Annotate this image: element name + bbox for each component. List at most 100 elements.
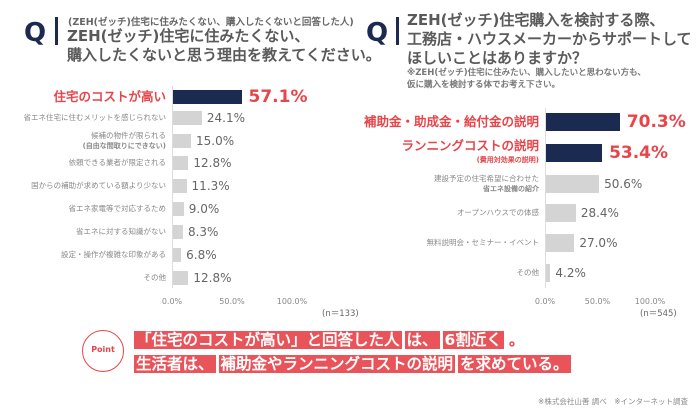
category-subtext: 省エネ設備の紹介: [483, 185, 539, 193]
value-label: 12.8%: [193, 271, 232, 285]
value-label: 4.2%: [555, 266, 586, 280]
category-label: その他: [144, 273, 167, 283]
category-label: 国からの補助が求めている額より少ない: [31, 181, 166, 191]
tick-label: 0.0%: [161, 297, 183, 306]
category-text: 補助金・助成金・給付金の説明: [363, 114, 539, 129]
value-label: 57.1%: [248, 87, 308, 107]
q-mark-left: Q: [24, 18, 47, 48]
category-label: 住宅のコストが高い: [53, 90, 166, 104]
category-text: 依頼できる業者が限定される: [68, 158, 166, 167]
bar: [173, 248, 182, 262]
bar: [546, 113, 620, 131]
bar: [546, 144, 603, 162]
highlight-text: は、: [404, 331, 440, 349]
title-line: 工務店・ハウスメーカーからサポートして: [407, 30, 692, 48]
category-label: 依頼できる業者が限定される: [69, 158, 166, 168]
category-label: 無料説明会・セミナー・イベント: [427, 238, 540, 248]
title-line: 購入したくないと思う理由を教えてください。: [67, 46, 381, 64]
sample-size-right: (n＝545): [640, 309, 677, 319]
category-text: 無料説明会・セミナー・イベント: [426, 238, 540, 247]
note-line: 仮に購入を検討する体でお考え下さい。: [407, 80, 561, 90]
category-text: 住宅のコストが高い: [53, 89, 166, 104]
value-label: 53.4%: [609, 143, 669, 163]
value-label: 8.3%: [187, 225, 219, 239]
category-label: ランニングコストの説明 (費用対効果の説明): [401, 139, 539, 167]
category-text: 国からの補助が求めている額より少ない: [31, 181, 166, 190]
title-line: ほしいことはありますか？: [407, 49, 588, 67]
value-label: 24.1%: [206, 111, 246, 125]
title-line: ZEH(ゼッチ)住宅に住みたくない、: [67, 27, 310, 45]
category-text: オープンハウスでの体感: [456, 208, 539, 217]
tick-label: 100.0%: [634, 297, 666, 306]
category-text: 設定・操作が複雑な印象がある: [61, 250, 166, 259]
category-text: 省エネ家電等で対応するため: [68, 204, 167, 213]
bar: [546, 204, 576, 222]
note-line: ※ZEH(ゼッチ)住宅に住みたい、購入したいと思わない方も、: [407, 68, 646, 78]
tick-label: 100.0%: [276, 297, 308, 306]
bar: [173, 134, 191, 148]
point-label: Point: [91, 345, 115, 354]
value-label: 27.0%: [579, 236, 618, 250]
category-text: 省エネ住宅に住むメリットを感じられない: [23, 113, 167, 122]
category-label: 建設予定の住宅希望に合わせた省エネ設備の紹介: [434, 174, 539, 194]
right-title: ZEH(ゼッチ)住宅購入を検討する際、 工務店・ハウスメーカーからサポートして …: [407, 11, 692, 68]
category-label: 省エネ住宅に住むメリットを感じられない: [24, 113, 167, 123]
bar: [173, 271, 189, 285]
point-badge: Point: [82, 330, 124, 372]
bar: [173, 90, 242, 104]
category-label: 候補の物件が限られる (自由な間取りにできない): [83, 131, 166, 151]
bar: [546, 234, 575, 252]
left-title: ZEH(ゼッチ)住宅に住みたくない、 購入したくないと思う理由を教えてください。: [67, 27, 381, 65]
value-label: 15.0%: [196, 134, 235, 148]
divider: [396, 17, 399, 45]
bar: [546, 264, 551, 282]
q-mark-right: Q: [366, 18, 389, 48]
category-subtext: (自由な間取りにできない): [82, 142, 166, 150]
value-label: 11.3%: [191, 179, 230, 193]
value-label: 50.6%: [604, 177, 643, 191]
category-label: 補助金・助成金・給付金の説明: [364, 115, 539, 129]
bar: [173, 111, 202, 125]
category-label: オープンハウスでの体感: [457, 208, 539, 218]
category-subtext: (費用対効果の説明): [476, 156, 539, 164]
value-label: 12.8%: [193, 156, 232, 170]
value-label: 6.8%: [186, 248, 217, 262]
category-label: 省エネ家電等で対応するため: [69, 204, 167, 214]
highlight-text: 「住宅のコストが高い」と回答した人: [134, 331, 402, 349]
highlight-text: 6割近く: [442, 331, 504, 349]
value-label: 28.4%: [580, 206, 619, 220]
divider: [55, 17, 58, 45]
highlight-text: 補助金やランニングコストの説明: [218, 355, 456, 373]
tick-label: 50.0%: [584, 297, 611, 306]
title-line: ZEH(ゼッチ)住宅購入を検討する際、: [407, 11, 665, 29]
sample-size-left: (n＝133): [322, 309, 359, 319]
category-text: その他: [516, 268, 540, 277]
footer-note: ※株式会社山善 調べ ※インターネット調査: [538, 397, 688, 406]
category-text: 建設予定の住宅希望に合わせた: [434, 174, 539, 183]
category-label: 設定・操作が複雑な印象がある: [61, 250, 166, 260]
category-label: 省エネに対する知識がない: [76, 227, 166, 237]
highlight-text: 。: [508, 331, 525, 349]
category-text: ランニングコストの説明: [401, 138, 539, 153]
category-text: 省エネに対する知識がない: [76, 227, 166, 236]
bar: [173, 202, 184, 216]
axis-line: [545, 108, 546, 288]
value-label: 9.0%: [188, 202, 220, 216]
value-label: 70.3%: [626, 112, 686, 132]
highlight-text: を求めている。: [458, 355, 571, 373]
category-label: その他: [517, 268, 540, 278]
category-text: その他: [143, 273, 167, 282]
bar: [546, 175, 600, 193]
point-line-1: 「住宅のコストが高い」と回答した人 は、 6割近く。: [134, 330, 529, 350]
tick-label: 0.0%: [534, 297, 556, 306]
bar: [173, 156, 189, 170]
highlight-text: 生活者は、: [134, 355, 216, 373]
bar: [173, 225, 183, 239]
tick-label: 50.0%: [219, 297, 245, 306]
left-subheading: (ZEH(ゼッチ)住宅に住みたくない、購入したくないと回答した人): [68, 17, 354, 28]
axis-line: [172, 86, 173, 288]
category-text: 候補の物件が限られる: [91, 131, 166, 140]
point-line-2: 生活者は、 補助金やランニングコストの説明 を求めている。: [134, 354, 574, 374]
right-note: ※ZEH(ゼッチ)住宅に住みたい、購入したいと思わない方も、 仮に購入を検討する…: [407, 67, 646, 91]
